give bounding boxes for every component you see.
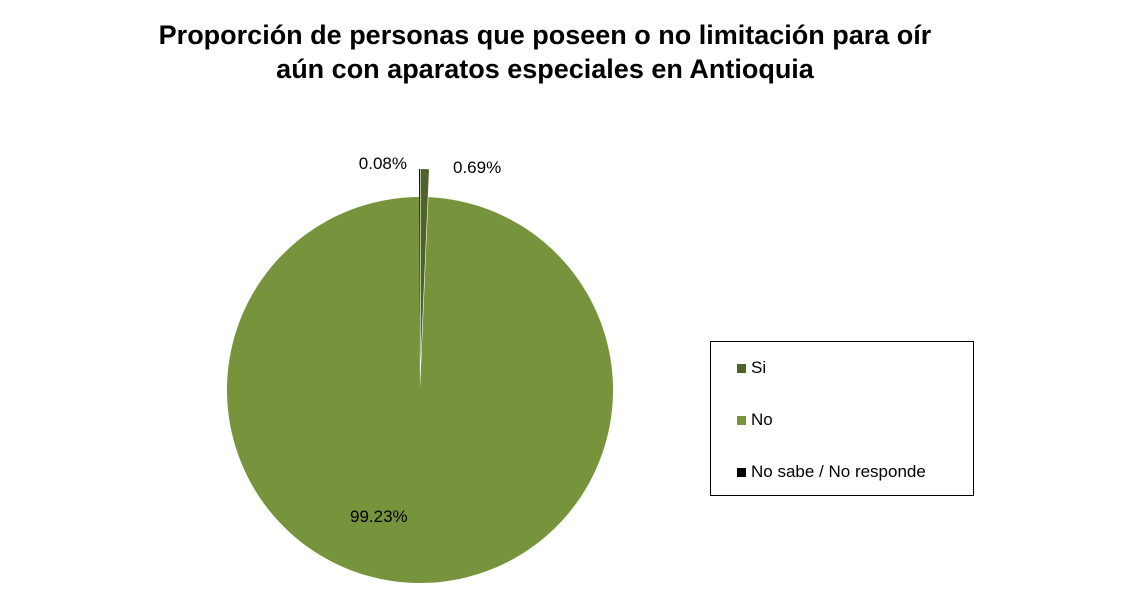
data-label-si: 0.69% <box>453 158 501 177</box>
legend-item-no: No <box>737 410 773 430</box>
legend-swatch-no-sabe <box>737 467 746 477</box>
data-label-no: 99.23% <box>350 507 408 526</box>
legend-item-si: Si <box>737 358 766 378</box>
chart-legend: Si No No sabe / No responde <box>710 341 974 496</box>
legend-swatch-no <box>737 415 746 425</box>
pie-slice-si <box>420 169 429 363</box>
legend-item-no-sabe: No sabe / No responde <box>737 462 926 482</box>
data-label-no-sabe-no-responde: 0.08% <box>359 154 407 173</box>
legend-label-no-sabe: No sabe / No responde <box>751 462 926 481</box>
legend-label-no: No <box>751 410 773 429</box>
pie-slice-no-sabe-no-responde <box>418 169 420 363</box>
chart-title-line-1: Proporción de personas que poseen o no l… <box>158 20 932 50</box>
chart-title: Proporción de personas que poseen o no l… <box>0 18 1090 86</box>
pie-slice-no <box>227 197 614 583</box>
legend-swatch-si <box>737 363 746 373</box>
legend-label-si: Si <box>751 358 767 377</box>
chart-title-line-2: aún con aparatos especiales en Antioquia <box>276 54 814 84</box>
